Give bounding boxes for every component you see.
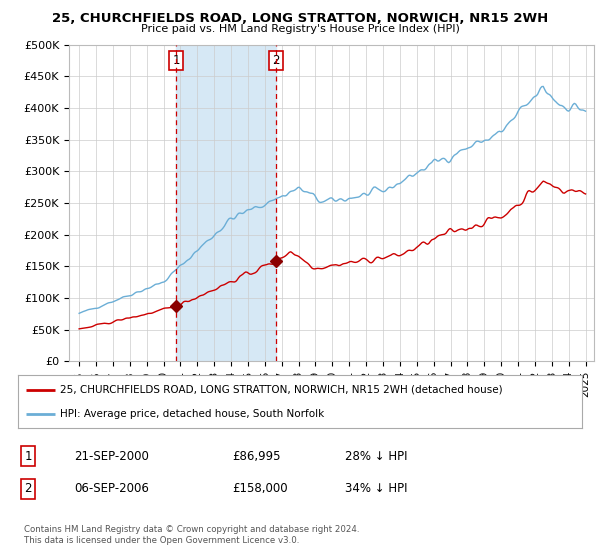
Text: 1: 1 (25, 450, 32, 463)
Text: 25, CHURCHFIELDS ROAD, LONG STRATTON, NORWICH, NR15 2WH: 25, CHURCHFIELDS ROAD, LONG STRATTON, NO… (52, 12, 548, 25)
Bar (176, 45, 276, 361)
Text: 25, CHURCHFIELDS ROAD, LONG STRATTON, NORWICH, NR15 2WH (detached house): 25, CHURCHFIELDS ROAD, LONG STRATTON, NO… (60, 385, 503, 395)
Text: Contains HM Land Registry data © Crown copyright and database right 2024.
This d: Contains HM Land Registry data © Crown c… (24, 525, 359, 545)
Text: 21-SEP-2000: 21-SEP-2000 (74, 450, 149, 463)
Text: 2: 2 (272, 54, 280, 67)
Text: £158,000: £158,000 (232, 482, 288, 495)
Text: HPI: Average price, detached house, South Norfolk: HPI: Average price, detached house, Sout… (60, 409, 325, 419)
Text: £86,995: £86,995 (232, 450, 281, 463)
Text: 1: 1 (172, 54, 180, 67)
Text: 2: 2 (25, 482, 32, 495)
Text: 28% ↓ HPI: 28% ↓ HPI (345, 450, 407, 463)
Text: 06-SEP-2006: 06-SEP-2006 (74, 482, 149, 495)
Text: Price paid vs. HM Land Registry's House Price Index (HPI): Price paid vs. HM Land Registry's House … (140, 24, 460, 34)
Text: 34% ↓ HPI: 34% ↓ HPI (345, 482, 407, 495)
